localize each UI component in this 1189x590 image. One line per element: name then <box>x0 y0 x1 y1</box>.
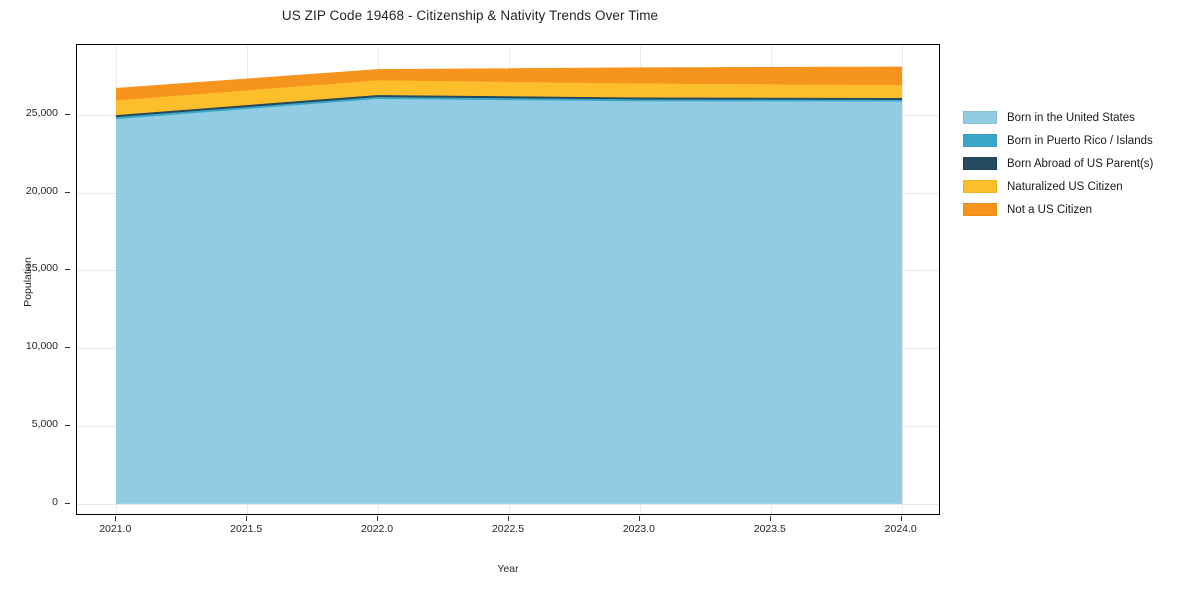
x-tick-label: 2022.0 <box>361 523 394 535</box>
x-tick-label: 2021.5 <box>230 523 263 535</box>
y-tick-label: 0 <box>52 495 58 508</box>
legend-item[interactable]: Born in the United States <box>963 106 1189 129</box>
x-tick-label: 2024.0 <box>884 523 917 535</box>
legend-color-swatch <box>963 203 997 216</box>
y-tick-mark <box>65 424 70 426</box>
y-tick-label: 20,000 <box>25 184 58 197</box>
gridline-vertical <box>901 45 903 514</box>
y-tick-mark <box>65 269 70 271</box>
x-tick-mark <box>638 516 640 521</box>
y-tick-label: 5,000 <box>31 417 58 430</box>
x-tick-mark <box>377 516 379 521</box>
y-tick-mark <box>65 191 70 193</box>
x-axis: 2021.0 2021.5 2022.0 2022.5 2023.0 2023.5 2024… <box>76 516 940 556</box>
legend-item[interactable]: Not a US Citizen <box>963 198 1189 221</box>
gridline-horizontal <box>77 503 939 505</box>
x-tick-label: 2023.0 <box>622 523 655 535</box>
legend-label: Born in the United States <box>1007 111 1135 124</box>
legend-color-swatch <box>963 157 997 170</box>
x-tick-label: 2021.0 <box>99 523 132 535</box>
legend-color-swatch <box>963 180 997 193</box>
x-tick-label: 2022.5 <box>491 523 525 535</box>
legend-label: Naturalized US Citizen <box>1007 180 1123 193</box>
y-axis: 0 5,000 10,000 15,000 20,000 25,000 <box>0 44 70 515</box>
legend-label: Born Abroad of US Parent(s) <box>1007 157 1154 170</box>
legend-color-swatch <box>963 111 997 124</box>
legend-item[interactable]: Naturalized US Citizen <box>963 175 1189 198</box>
legend-item[interactable]: Born Abroad of US Parent(s) <box>963 152 1189 175</box>
x-tick-mark <box>508 516 509 521</box>
area-band <box>115 66 903 101</box>
x-tick-mark <box>769 516 771 521</box>
legend-label: Not a US Citizen <box>1007 203 1093 216</box>
y-tick-label: 25,000 <box>25 106 58 119</box>
x-axis-label: Year <box>497 563 519 575</box>
plot-area <box>76 44 940 515</box>
x-tick-mark <box>246 516 248 521</box>
stacked-area-series <box>115 66 903 504</box>
legend-label: Born in Puerto Rico / Islands <box>1007 134 1153 147</box>
y-tick-mark <box>65 502 70 504</box>
y-tick-label: 10,000 <box>25 340 58 353</box>
area-band <box>115 98 903 504</box>
x-tick-label: 2023.5 <box>753 523 786 535</box>
chart-legend: Born in the United States Born in Puerto … <box>963 106 1189 221</box>
y-tick-mark <box>65 113 70 115</box>
x-tick-mark <box>115 516 117 521</box>
legend-item[interactable]: Born in Puerto Rico / Islands <box>963 129 1189 152</box>
y-tick-mark <box>65 347 70 349</box>
legend-color-swatch <box>963 134 997 147</box>
chart-title: US ZIP Code 19468 - Citizenship & Nativi… <box>281 8 659 23</box>
y-tick-label: 15,000 <box>25 262 58 275</box>
x-tick-mark <box>900 516 902 521</box>
